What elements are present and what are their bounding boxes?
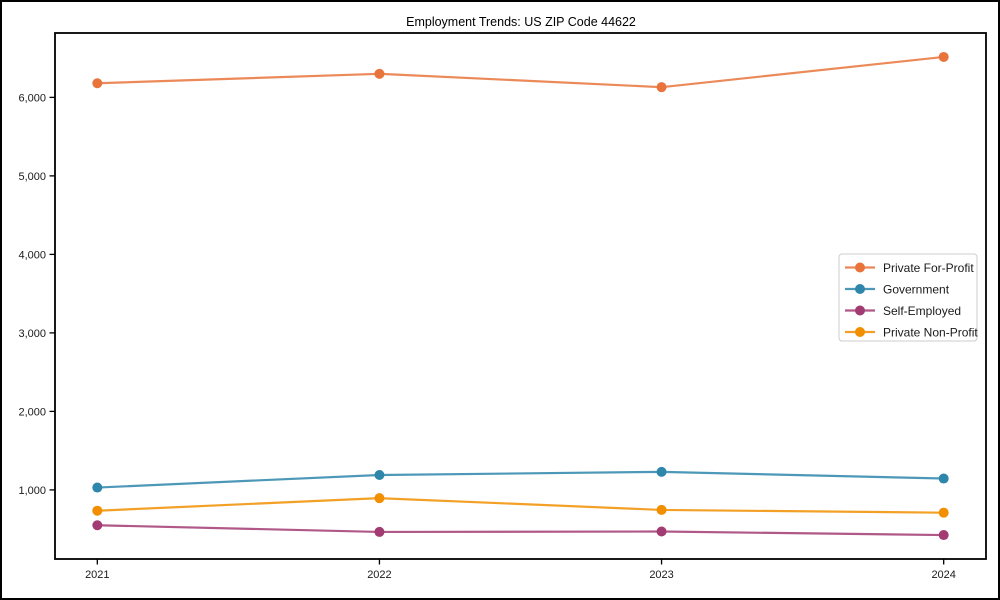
y-tick-label: 2,000	[18, 406, 46, 418]
series-line-government	[97, 470, 944, 489]
legend-item: Private Non-Profit	[845, 326, 978, 340]
data-point-marker	[938, 530, 949, 541]
data-point-marker	[656, 504, 667, 515]
y-tick-label: 6,000	[18, 92, 46, 104]
series-private-for-profit	[92, 51, 949, 93]
y-tick-label: 1,000	[18, 485, 46, 497]
series-line-private-for-profit	[97, 55, 944, 89]
legend-item-label: Government	[883, 283, 950, 297]
data-point-marker	[92, 505, 103, 516]
plot-border	[54, 32, 987, 560]
data-point-marker	[656, 526, 667, 537]
legend-box	[838, 253, 978, 342]
data-point-marker	[374, 68, 385, 79]
data-point-marker	[374, 469, 385, 480]
legend-item-label: Private Non-Profit	[883, 326, 978, 340]
legend-item: Self-Employed	[845, 304, 961, 318]
data-point-marker	[656, 466, 667, 477]
y-tick-label: 3,000	[18, 328, 46, 340]
data-point-marker	[374, 493, 385, 504]
data-point-marker	[92, 520, 103, 531]
x-tick-label: 2021	[85, 569, 109, 581]
data-point-marker	[938, 473, 949, 484]
data-point-marker	[374, 526, 385, 537]
legend: Private For-Profit Government Self-Employe…	[838, 253, 978, 342]
legend-swatch-marker	[855, 327, 865, 337]
x-tick-label: 2022	[367, 569, 391, 581]
data-point-marker	[938, 51, 949, 62]
series-line-self-employed	[97, 524, 944, 537]
series-self-employed	[92, 520, 949, 541]
data-point-marker	[92, 482, 103, 493]
data-point-marker	[938, 507, 949, 518]
chart-title: Employment Trends: US ZIP Code 44622	[406, 15, 636, 29]
legend-swatch-marker	[855, 284, 865, 294]
legend-item: Private For-Profit	[845, 261, 974, 275]
y-tick-label: 5,000	[18, 171, 46, 183]
data-point-marker	[92, 78, 103, 89]
legend-swatch-marker	[855, 305, 865, 316]
data-point-marker	[656, 82, 667, 93]
series-line-private-non-profit	[97, 497, 944, 514]
legend-item: Government	[845, 283, 950, 297]
legend-item-label: Private For-Profit	[883, 261, 974, 275]
series-private-non-profit	[92, 493, 949, 518]
x-tick-label: 2024	[931, 569, 955, 581]
x-tick-label: 2023	[649, 569, 673, 581]
legend-swatch-marker	[855, 262, 865, 273]
series-government	[92, 466, 949, 493]
y-tick-label: 4,000	[18, 249, 46, 261]
legend-item-label: Self-Employed	[883, 304, 961, 318]
